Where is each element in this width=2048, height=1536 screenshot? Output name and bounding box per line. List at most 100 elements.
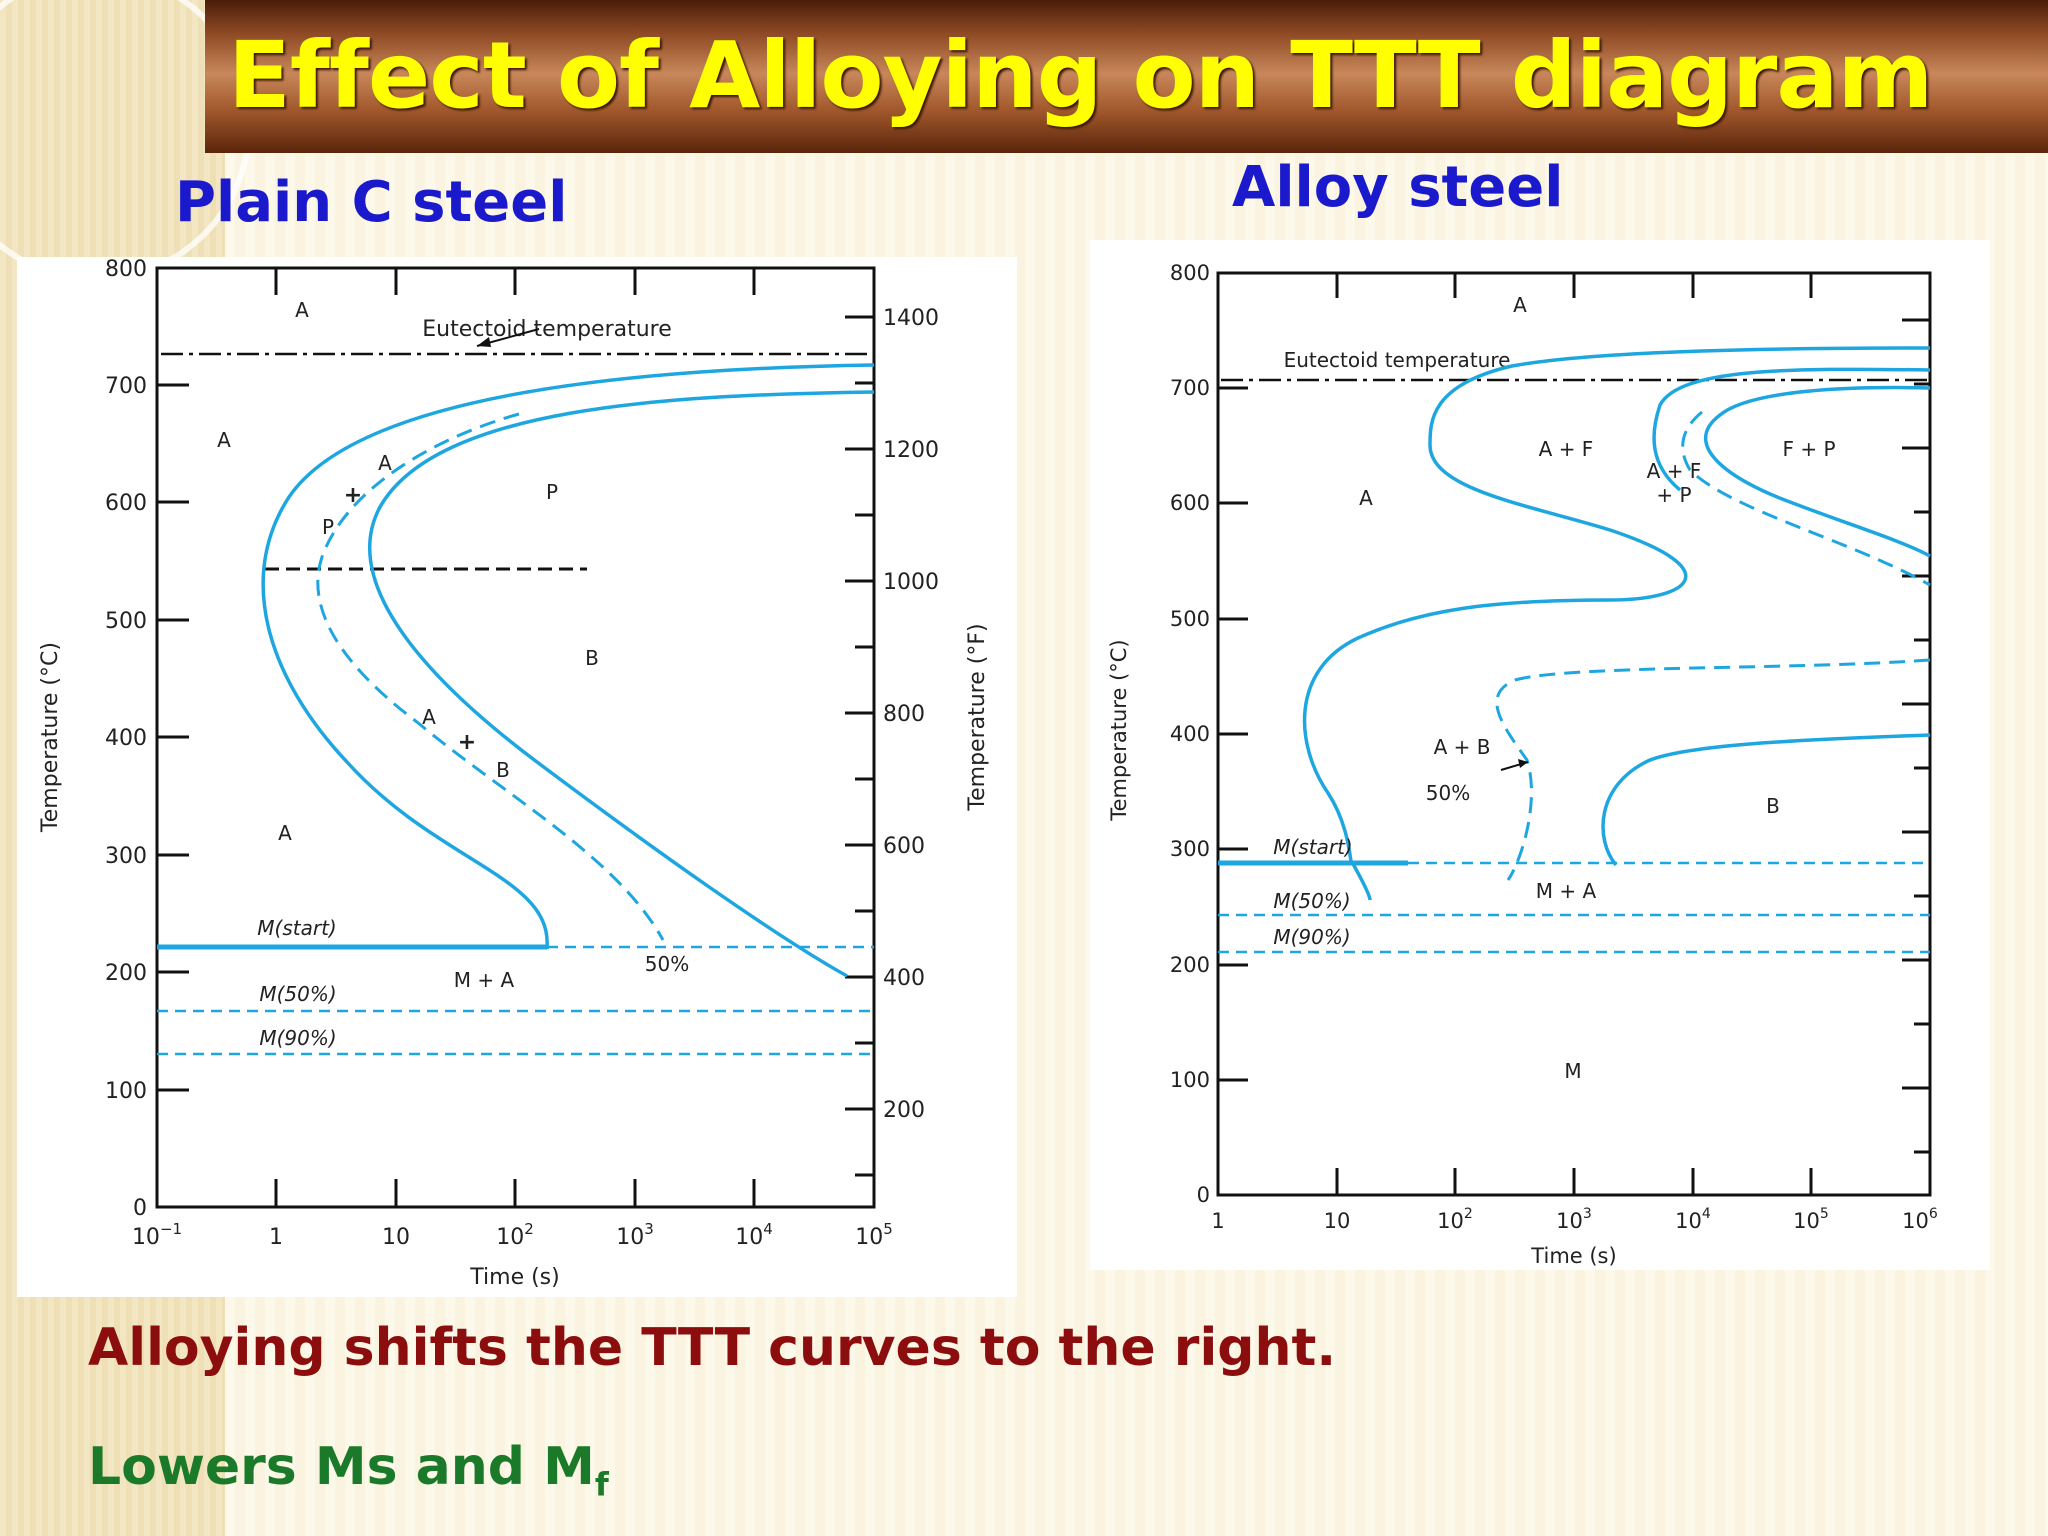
right-x-ticks — [1335, 273, 1813, 1195]
left-label-A-plus1: A — [378, 451, 392, 475]
left-xtick-4: 103 — [616, 1220, 654, 1250]
right-label-A-plus-F-2: A + F — [1647, 459, 1702, 483]
left-ftick-1: 1200 — [883, 438, 939, 463]
right-fifty-arrowhead — [1518, 759, 1528, 768]
left-label-A-top: A — [295, 298, 309, 322]
left-ytick-2: 600 — [105, 491, 147, 516]
right-xtick-6: 106 — [1902, 1206, 1938, 1233]
right-eutectoid-label: Eutectoid temperature — [1284, 348, 1511, 372]
right-label-M: M — [1564, 1059, 1581, 1083]
bottom-line-2-subscript: f — [594, 1465, 609, 1504]
left-ftick-6: 200 — [883, 1098, 925, 1123]
left-ttt-diagram: 800 700 600 500 400 300 200 100 0 1400 1… — [38, 257, 990, 1290]
left-eutectoid-label: Eutectoid temperature — [422, 317, 672, 342]
right-ytick-7: 100 — [1170, 1068, 1210, 1092]
left-label-P-big: P — [546, 480, 558, 504]
right-xtick-0: 1 — [1211, 1209, 1224, 1233]
left-y-ticks-f — [845, 315, 874, 1177]
right-plot-frame — [1216, 271, 1932, 1197]
right-xtick-4: 104 — [1675, 1206, 1711, 1233]
slide-title: Effect of Alloying on TTT diagram — [228, 22, 1933, 129]
left-eutectoid-arrowhead — [477, 337, 491, 347]
right-ytick-1: 700 — [1170, 376, 1210, 400]
right-ytick-4: 400 — [1170, 722, 1210, 746]
left-ftick-2: 1000 — [883, 570, 939, 595]
right-ytick-8: 0 — [1197, 1183, 1210, 1207]
left-label-fifty: 50% — [645, 952, 689, 976]
right-label-A-plus-F: A + F — [1539, 437, 1594, 461]
left-ftick-5: 400 — [883, 966, 925, 991]
left-label-plus2: + — [458, 730, 476, 755]
left-ytick-1: 700 — [105, 374, 147, 399]
left-ytick-7: 100 — [105, 1079, 147, 1104]
right-fifty-bainite — [1495, 658, 1931, 881]
left-label-B-small: B — [496, 758, 510, 782]
left-ytick-8: 0 — [133, 1196, 147, 1221]
right-x-axis-label: Time (s) — [1530, 1244, 1616, 1268]
left-ytick-6: 200 — [105, 961, 147, 986]
left-label-m50: M(50%) — [259, 982, 336, 1006]
right-label-F-plus-P: F + P — [1782, 437, 1835, 461]
left-label-A-left: A — [217, 428, 231, 452]
left-start-curve — [261, 363, 875, 949]
left-label-plus1: + — [344, 483, 362, 508]
right-label-B: B — [1766, 794, 1780, 818]
right-label-A-top: A — [1513, 293, 1527, 317]
right-b-curve — [1601, 733, 1931, 867]
left-y-axis-label: Temperature (°C) — [38, 642, 63, 833]
right-label-mstart: M(start) — [1273, 835, 1352, 859]
right-ytick-6: 200 — [1170, 953, 1210, 977]
right-xtick-5: 105 — [1793, 1206, 1829, 1233]
left-y-ticks-c — [157, 383, 189, 1092]
right-label-A-left: A — [1359, 486, 1373, 510]
right-ttt-diagram: 800 700 600 500 400 300 200 100 0 — [1107, 261, 1938, 1268]
bottom-line-2: Lowers Ms and Mf — [88, 1437, 609, 1503]
left-ytick-3: 500 — [105, 609, 147, 634]
right-label-M-plus-A: M + A — [1536, 879, 1597, 903]
left-ftick-3: 800 — [883, 702, 925, 727]
right-diagram-panel — [1090, 240, 1990, 1270]
left-label-M-plus-A: M + A — [454, 968, 515, 992]
left-plot-frame — [155, 266, 876, 1209]
left-ftick-4: 600 — [883, 834, 925, 859]
right-fp-curve — [1704, 385, 1931, 558]
left-y-axis-label-f: Temperature (°F) — [965, 623, 990, 811]
right-fifty-upper — [1681, 410, 1931, 587]
right-label-m90: M(90%) — [1273, 925, 1350, 949]
left-label-A-plus2: A — [422, 705, 436, 729]
left-label-P-small: P — [322, 515, 334, 539]
left-x-ticks — [274, 268, 756, 1207]
right-label-fifty: 50% — [1426, 781, 1470, 805]
left-label-B-big: B — [585, 646, 599, 670]
left-label-m90: M(90%) — [259, 1026, 336, 1050]
left-xtick-0: 10−1 — [132, 1220, 182, 1250]
right-af-curve — [1302, 346, 1931, 865]
left-heading: Plain C steel — [175, 170, 568, 235]
left-xtick-1: 1 — [269, 1225, 283, 1250]
right-ytick-3: 500 — [1170, 607, 1210, 631]
left-label-A-lower: A — [278, 821, 292, 845]
right-y-ticks-c — [1218, 386, 1248, 1082]
left-ytick-5: 300 — [105, 844, 147, 869]
title-bar — [205, 0, 2048, 153]
left-ytick-4: 400 — [105, 726, 147, 751]
bottom-line-2-text: Lowers Ms and M — [88, 1437, 595, 1497]
left-xtick-6: 105 — [855, 1220, 893, 1250]
right-ytick-2: 600 — [1170, 491, 1210, 515]
right-label-plus-P: + P — [1656, 483, 1691, 507]
left-label-mstart: M(start) — [257, 916, 336, 940]
right-y-axis-label: Temperature (°C) — [1107, 639, 1131, 821]
left-fifty-curve — [316, 412, 665, 941]
right-af-curve-tail — [1350, 861, 1372, 901]
left-xtick-5: 104 — [735, 1220, 773, 1250]
right-xtick-2: 102 — [1437, 1206, 1473, 1233]
left-ftick-0: 1400 — [883, 306, 939, 331]
right-ytick-0: 800 — [1170, 261, 1210, 285]
right-label-A-plus-B: A + B — [1434, 735, 1491, 759]
left-x-axis-label: Time (s) — [469, 1265, 559, 1290]
left-ytick-0: 800 — [105, 257, 147, 282]
left-diagram-panel — [17, 257, 1017, 1297]
bottom-line-1: Alloying shifts the TTT curves to the ri… — [88, 1318, 1337, 1378]
right-ytick-5: 300 — [1170, 837, 1210, 861]
left-xtick-2: 10 — [382, 1225, 410, 1250]
